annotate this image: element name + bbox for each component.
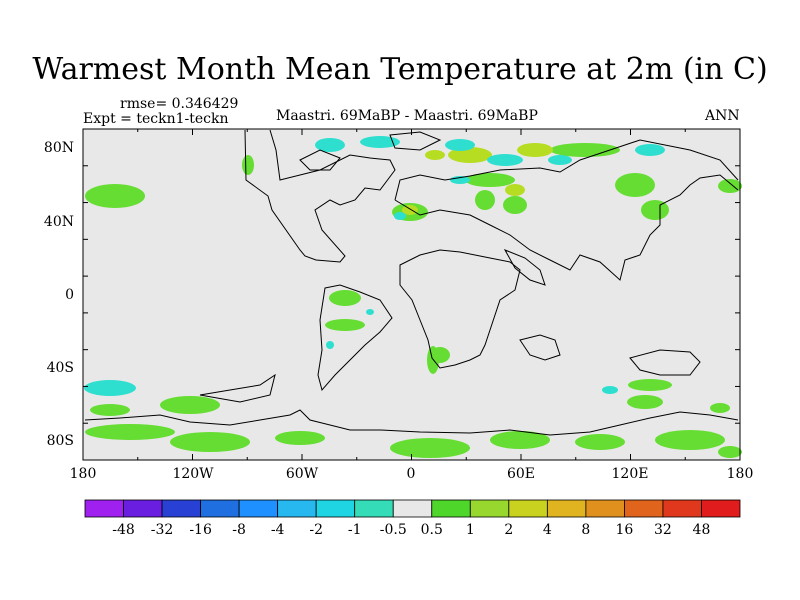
subtitle-label: Maastri. 69MaBP - Maastri. 69MaBP bbox=[276, 108, 538, 124]
x-tick-label: 180 bbox=[70, 466, 97, 482]
colorbar-swatch bbox=[469, 499, 510, 518]
colorbar-label: 1 bbox=[466, 522, 475, 538]
x-tick-label: 60W bbox=[286, 466, 319, 482]
coastlines bbox=[84, 129, 739, 436]
colorbar-label: 4 bbox=[543, 522, 552, 538]
y-tick-label: 80N bbox=[44, 140, 74, 156]
expt-label: Expt = teckn1-teckn bbox=[83, 111, 229, 127]
colorbar-label: -16 bbox=[189, 522, 212, 538]
colorbar-swatch bbox=[84, 499, 124, 518]
colorbar-label: 0.5 bbox=[421, 522, 443, 538]
y-tick-label: 40N bbox=[44, 214, 74, 230]
y-tick-label: 0 bbox=[65, 287, 74, 303]
colorbar-label: 16 bbox=[615, 522, 633, 538]
rmse-label: rmse= 0.346429 bbox=[120, 96, 239, 112]
colorbar-swatch bbox=[315, 499, 356, 518]
colorbar-swatch bbox=[662, 499, 702, 518]
colorbar-label: -4 bbox=[271, 522, 285, 538]
colorbar-swatch bbox=[701, 499, 741, 518]
x-tick-label: 120E bbox=[612, 466, 649, 482]
colorbar-swatch bbox=[585, 499, 625, 518]
colorbar-swatch bbox=[161, 499, 201, 518]
colorbar-swatch bbox=[354, 499, 394, 518]
colorbar-label: 8 bbox=[581, 522, 590, 538]
period-label: ANN bbox=[705, 108, 740, 124]
x-tick-label: 180 bbox=[727, 466, 754, 482]
colorbar-label: 2 bbox=[504, 522, 513, 538]
colorbar-label: -2 bbox=[309, 522, 323, 538]
colorbar-swatch bbox=[123, 499, 163, 518]
colorbar-swatch bbox=[200, 499, 240, 518]
anomaly-patches-mid bbox=[402, 143, 553, 215]
colorbar-swatch bbox=[546, 499, 587, 518]
colorbar-label: -1 bbox=[348, 522, 362, 538]
colorbar-swatch bbox=[238, 499, 279, 518]
colorbar-swatch bbox=[431, 499, 471, 518]
colorbar-label: 48 bbox=[693, 522, 711, 538]
colorbar-label: 32 bbox=[654, 522, 672, 538]
colorbar bbox=[84, 499, 741, 518]
colorbar-label: -32 bbox=[151, 522, 174, 538]
colorbar-label: -48 bbox=[112, 522, 135, 538]
colorbar-swatch bbox=[508, 499, 548, 518]
colorbar-swatch bbox=[277, 499, 317, 518]
colorbar-swatch bbox=[392, 499, 433, 518]
colorbar-label: -8 bbox=[232, 522, 246, 538]
chart-title: Warmest Month Mean Temperature at 2m (in… bbox=[32, 52, 768, 87]
anomaly-patches-negative bbox=[84, 136, 665, 396]
x-tick-label: 0 bbox=[407, 466, 416, 482]
y-tick-label: 40S bbox=[47, 360, 74, 376]
colorbar-swatch bbox=[624, 499, 664, 518]
y-tick-label: 80S bbox=[47, 433, 74, 449]
x-tick-label: 60E bbox=[507, 466, 535, 482]
colorbar-label: -0.5 bbox=[380, 522, 407, 538]
x-tick-label: 120W bbox=[172, 466, 214, 482]
